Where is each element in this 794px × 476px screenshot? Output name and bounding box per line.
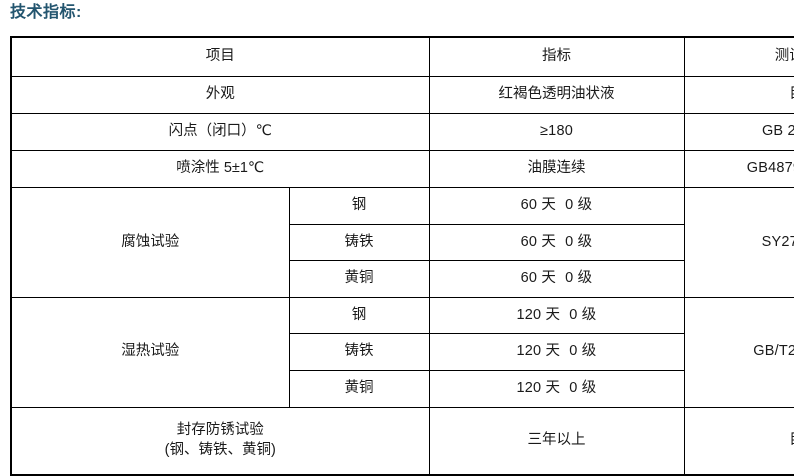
row-method-storage: 目测 bbox=[683, 406, 794, 476]
table-row: 黄铜 60 天 0 级 bbox=[11, 260, 794, 298]
subrow-value-days: 120 天 bbox=[516, 379, 561, 396]
group-method-corrosion: SY2752-77S bbox=[683, 187, 794, 298]
row-method-appearance: 目测 bbox=[683, 76, 794, 114]
subrow-material-steel: 钢 bbox=[288, 296, 430, 335]
page-title: 技术指标: bbox=[10, 4, 82, 21]
row-item-appearance: 外观 bbox=[10, 76, 430, 114]
subrow-value-steel: 60 天 0 级 bbox=[428, 187, 685, 225]
subrow-value-steel: 120 天 0 级 bbox=[428, 296, 685, 335]
group-label-corrosion: 腐蚀试验 bbox=[10, 187, 290, 298]
subrow-value-grade: 0 级 bbox=[569, 306, 597, 323]
table-row: 铸铁 60 天 0 级 bbox=[11, 223, 794, 262]
table-row: 湿热试验 钢 120 天 0 级 GB/T2361 – 80 bbox=[10, 296, 794, 408]
storage-label-line2: (钢、铸铁、黄铜) bbox=[164, 441, 276, 458]
table-row: 铸铁 120 天 0 级 bbox=[11, 333, 794, 371]
subrow-value-grade: 0 级 bbox=[565, 197, 593, 214]
subrow-value-grade: 0 级 bbox=[569, 343, 597, 360]
subrow-material-brass: 黄铜 bbox=[288, 369, 430, 408]
row-method-sprayability: GB4879 – 85B21 bbox=[683, 150, 794, 188]
subrow-value-days: 120 天 bbox=[516, 306, 561, 323]
document-page: 技术指标: 项目 指标 测试方法 外观 红褐色透明油状液 目测 闪点（闭口）℃ … bbox=[10, 4, 794, 476]
subrow-value-brass: 60 天 0 级 bbox=[428, 260, 685, 298]
subrow-material-steel: 钢 bbox=[288, 187, 430, 225]
row-item-sprayability: 喷涂性 5±1℃ bbox=[10, 150, 430, 188]
storage-label-line1: 封存防锈试验 bbox=[176, 422, 264, 438]
subrow-material-castiron: 铸铁 bbox=[288, 223, 430, 262]
table-row: 腐蚀试验 钢 60 天 0 级 SY2752-77S bbox=[10, 187, 794, 298]
row-spec-sprayability: 油膜连续 bbox=[428, 150, 685, 188]
subrow-value-days: 60 天 bbox=[520, 270, 557, 287]
row-item-storage-rustproof: 封存防锈试验 (钢、铸铁、黄铜) bbox=[10, 406, 430, 476]
subrow-value-days: 60 天 bbox=[520, 233, 557, 250]
subrow-value-grade: 0 级 bbox=[569, 379, 597, 396]
subrow-value-grade: 0 级 bbox=[565, 233, 593, 250]
table-row: 外观 红褐色透明油状液 目测 bbox=[10, 76, 794, 114]
row-method-flashpoint: GB 261 – 77 bbox=[683, 113, 794, 151]
subrow-value-days: 120 天 bbox=[516, 343, 561, 360]
subrow-material-castiron: 铸铁 bbox=[288, 333, 430, 371]
row-spec-storage: 三年以上 bbox=[428, 406, 685, 476]
table-row: 闪点（闭口）℃ ≥180 GB 261 – 77 bbox=[10, 113, 794, 151]
header-item: 项目 bbox=[10, 36, 430, 77]
row-spec-appearance: 红褐色透明油状液 bbox=[428, 76, 685, 114]
subrow-value-grade: 0 级 bbox=[565, 270, 593, 287]
header-method: 测试方法 bbox=[683, 36, 794, 77]
subrow-value-days: 60 天 bbox=[520, 197, 557, 214]
row-spec-flashpoint: ≥180 bbox=[428, 113, 685, 151]
table-row: 喷涂性 5±1℃ 油膜连续 GB4879 – 85B21 bbox=[10, 150, 794, 188]
header-spec: 指标 bbox=[428, 36, 685, 77]
subrow-value-brass: 120 天 0 级 bbox=[428, 369, 685, 408]
subrow-value-castiron: 120 天 0 级 bbox=[428, 333, 685, 371]
group-label-humidity: 湿热试验 bbox=[10, 296, 290, 408]
group-method-humidity: GB/T2361 – 80 bbox=[683, 296, 794, 408]
row-item-flashpoint: 闪点（闭口）℃ bbox=[10, 113, 430, 151]
table-header-row: 项目 指标 测试方法 bbox=[10, 36, 794, 77]
technical-specifications-table: 项目 指标 测试方法 外观 红褐色透明油状液 目测 闪点（闭口）℃ ≥180 G… bbox=[10, 36, 794, 476]
table-row: 黄铜 120 天 0 级 bbox=[11, 369, 794, 408]
table-row: 封存防锈试验 (钢、铸铁、黄铜) 三年以上 目测 bbox=[10, 406, 794, 476]
subrow-material-brass: 黄铜 bbox=[288, 260, 430, 298]
subrow-value-castiron: 60 天 0 级 bbox=[428, 223, 685, 262]
